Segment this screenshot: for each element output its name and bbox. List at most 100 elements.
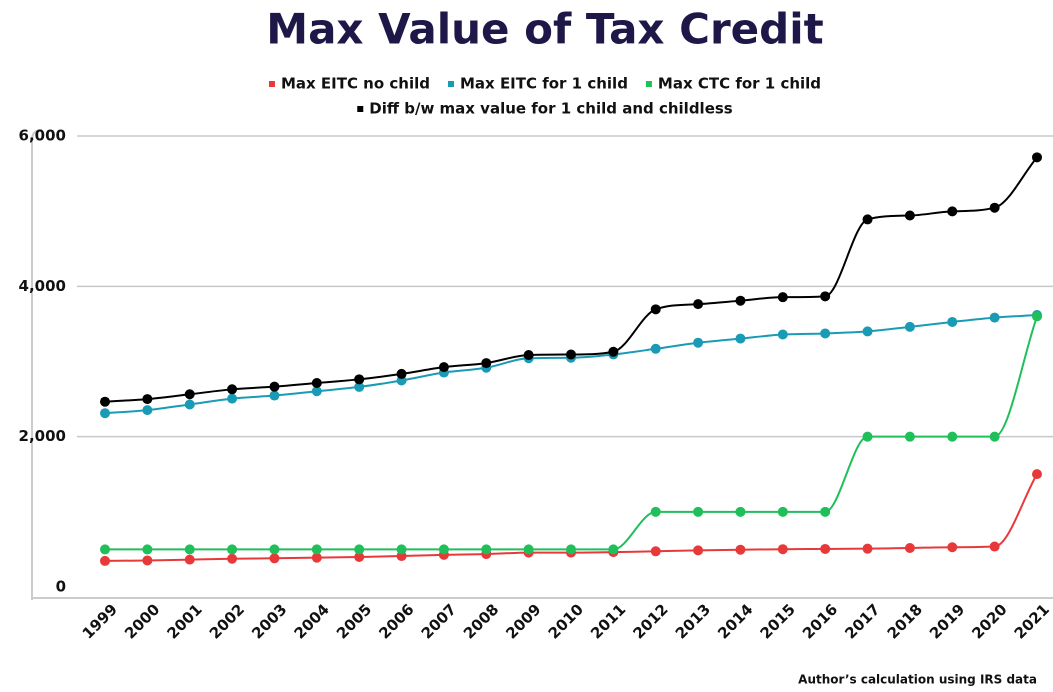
data-point [820, 506, 831, 517]
x-tick-label: 2021 [1011, 600, 1053, 642]
data-point [100, 544, 110, 555]
data-point [947, 206, 958, 217]
x-tick-label: 2019 [926, 600, 968, 642]
data-point [269, 390, 280, 401]
x-tick-label: 2018 [884, 600, 926, 642]
data-point [608, 544, 619, 555]
chart-title: Max Value of Tax Credit [266, 5, 823, 54]
x-tick-label: 2011 [587, 600, 629, 642]
data-point [311, 544, 322, 555]
y-tick-label: 4,000 [19, 277, 66, 295]
data-point [227, 393, 238, 404]
data-point [735, 333, 746, 344]
data-point [481, 544, 492, 555]
data-point [693, 337, 704, 348]
data-point [438, 362, 449, 373]
series-line [104, 156, 1038, 403]
data-point [693, 299, 704, 310]
data-point [735, 295, 746, 306]
data-point [693, 506, 704, 517]
x-tick-label: 1999 [79, 600, 121, 642]
legend-swatch [447, 81, 454, 87]
data-point [650, 343, 661, 354]
y-tick-label: 6,000 [19, 127, 66, 145]
x-tick-label: 2017 [841, 600, 883, 642]
x-tick-label: 2010 [545, 600, 587, 642]
data-point [947, 316, 958, 327]
data-point [354, 552, 365, 563]
series-line [104, 314, 1038, 415]
data-point [184, 554, 195, 565]
data-point [184, 389, 195, 400]
data-point [396, 368, 407, 379]
data-point [862, 543, 873, 554]
data-point [989, 541, 1000, 552]
data-point [989, 202, 1000, 213]
data-point [142, 555, 153, 566]
data-point [311, 386, 322, 397]
data-point [947, 431, 958, 442]
data-point [904, 431, 915, 442]
data-point [862, 214, 873, 225]
data-point [904, 542, 915, 553]
data-point [100, 555, 110, 566]
x-tick-label: 2009 [502, 600, 544, 642]
data-point [1032, 311, 1042, 322]
data-point [777, 544, 788, 555]
x-tick-label: 2006 [375, 600, 417, 642]
data-point [438, 544, 449, 555]
data-point [354, 381, 365, 392]
legend-label: Max EITC no child [281, 75, 430, 93]
data-point [523, 544, 534, 555]
data-point [862, 326, 873, 337]
data-point [650, 304, 661, 315]
data-point [650, 506, 661, 517]
data-point [269, 381, 280, 392]
data-point [608, 346, 619, 357]
x-tick-label: 2020 [968, 600, 1010, 642]
x-tick-label: 2005 [333, 600, 375, 642]
x-tick-label: 2007 [418, 600, 460, 642]
data-point [777, 329, 788, 340]
data-point [523, 350, 534, 361]
data-point [989, 312, 1000, 323]
data-point [100, 396, 110, 407]
data-point [735, 506, 746, 517]
x-tick-label: 2008 [460, 600, 502, 642]
data-point [354, 374, 365, 385]
data-point [100, 408, 110, 419]
legend-label: Max CTC for 1 child [658, 75, 821, 93]
data-point [142, 394, 153, 405]
x-tick-label: 2015 [757, 600, 799, 642]
data-point [566, 544, 576, 555]
data-point [904, 321, 915, 332]
data-point [777, 292, 788, 303]
legend-label: Diff b/w max value for 1 child and child… [369, 100, 733, 118]
series-line [104, 316, 1038, 551]
legend-swatch [645, 81, 652, 87]
data-point [820, 328, 831, 339]
data-point [820, 543, 831, 554]
x-tick-label: 2004 [291, 600, 333, 642]
data-point [311, 377, 322, 388]
x-tick-label: 2013 [672, 600, 714, 642]
data-point [184, 399, 195, 410]
plot-frame [31, 129, 43, 600]
x-tick-label: 2001 [163, 600, 205, 642]
data-point [777, 506, 788, 517]
data-point [481, 358, 492, 369]
data-point [269, 544, 280, 555]
data-point [650, 546, 661, 557]
data-point [269, 553, 280, 564]
data-point [227, 553, 238, 564]
data-point [396, 544, 407, 555]
x-tick-label: 2016 [799, 600, 841, 642]
legend-swatch [357, 106, 364, 112]
data-point [1032, 152, 1042, 163]
data-point [311, 552, 322, 563]
data-point [735, 544, 746, 555]
x-tick-label: 2000 [121, 600, 163, 642]
data-point [142, 544, 153, 555]
data-point [862, 431, 873, 442]
